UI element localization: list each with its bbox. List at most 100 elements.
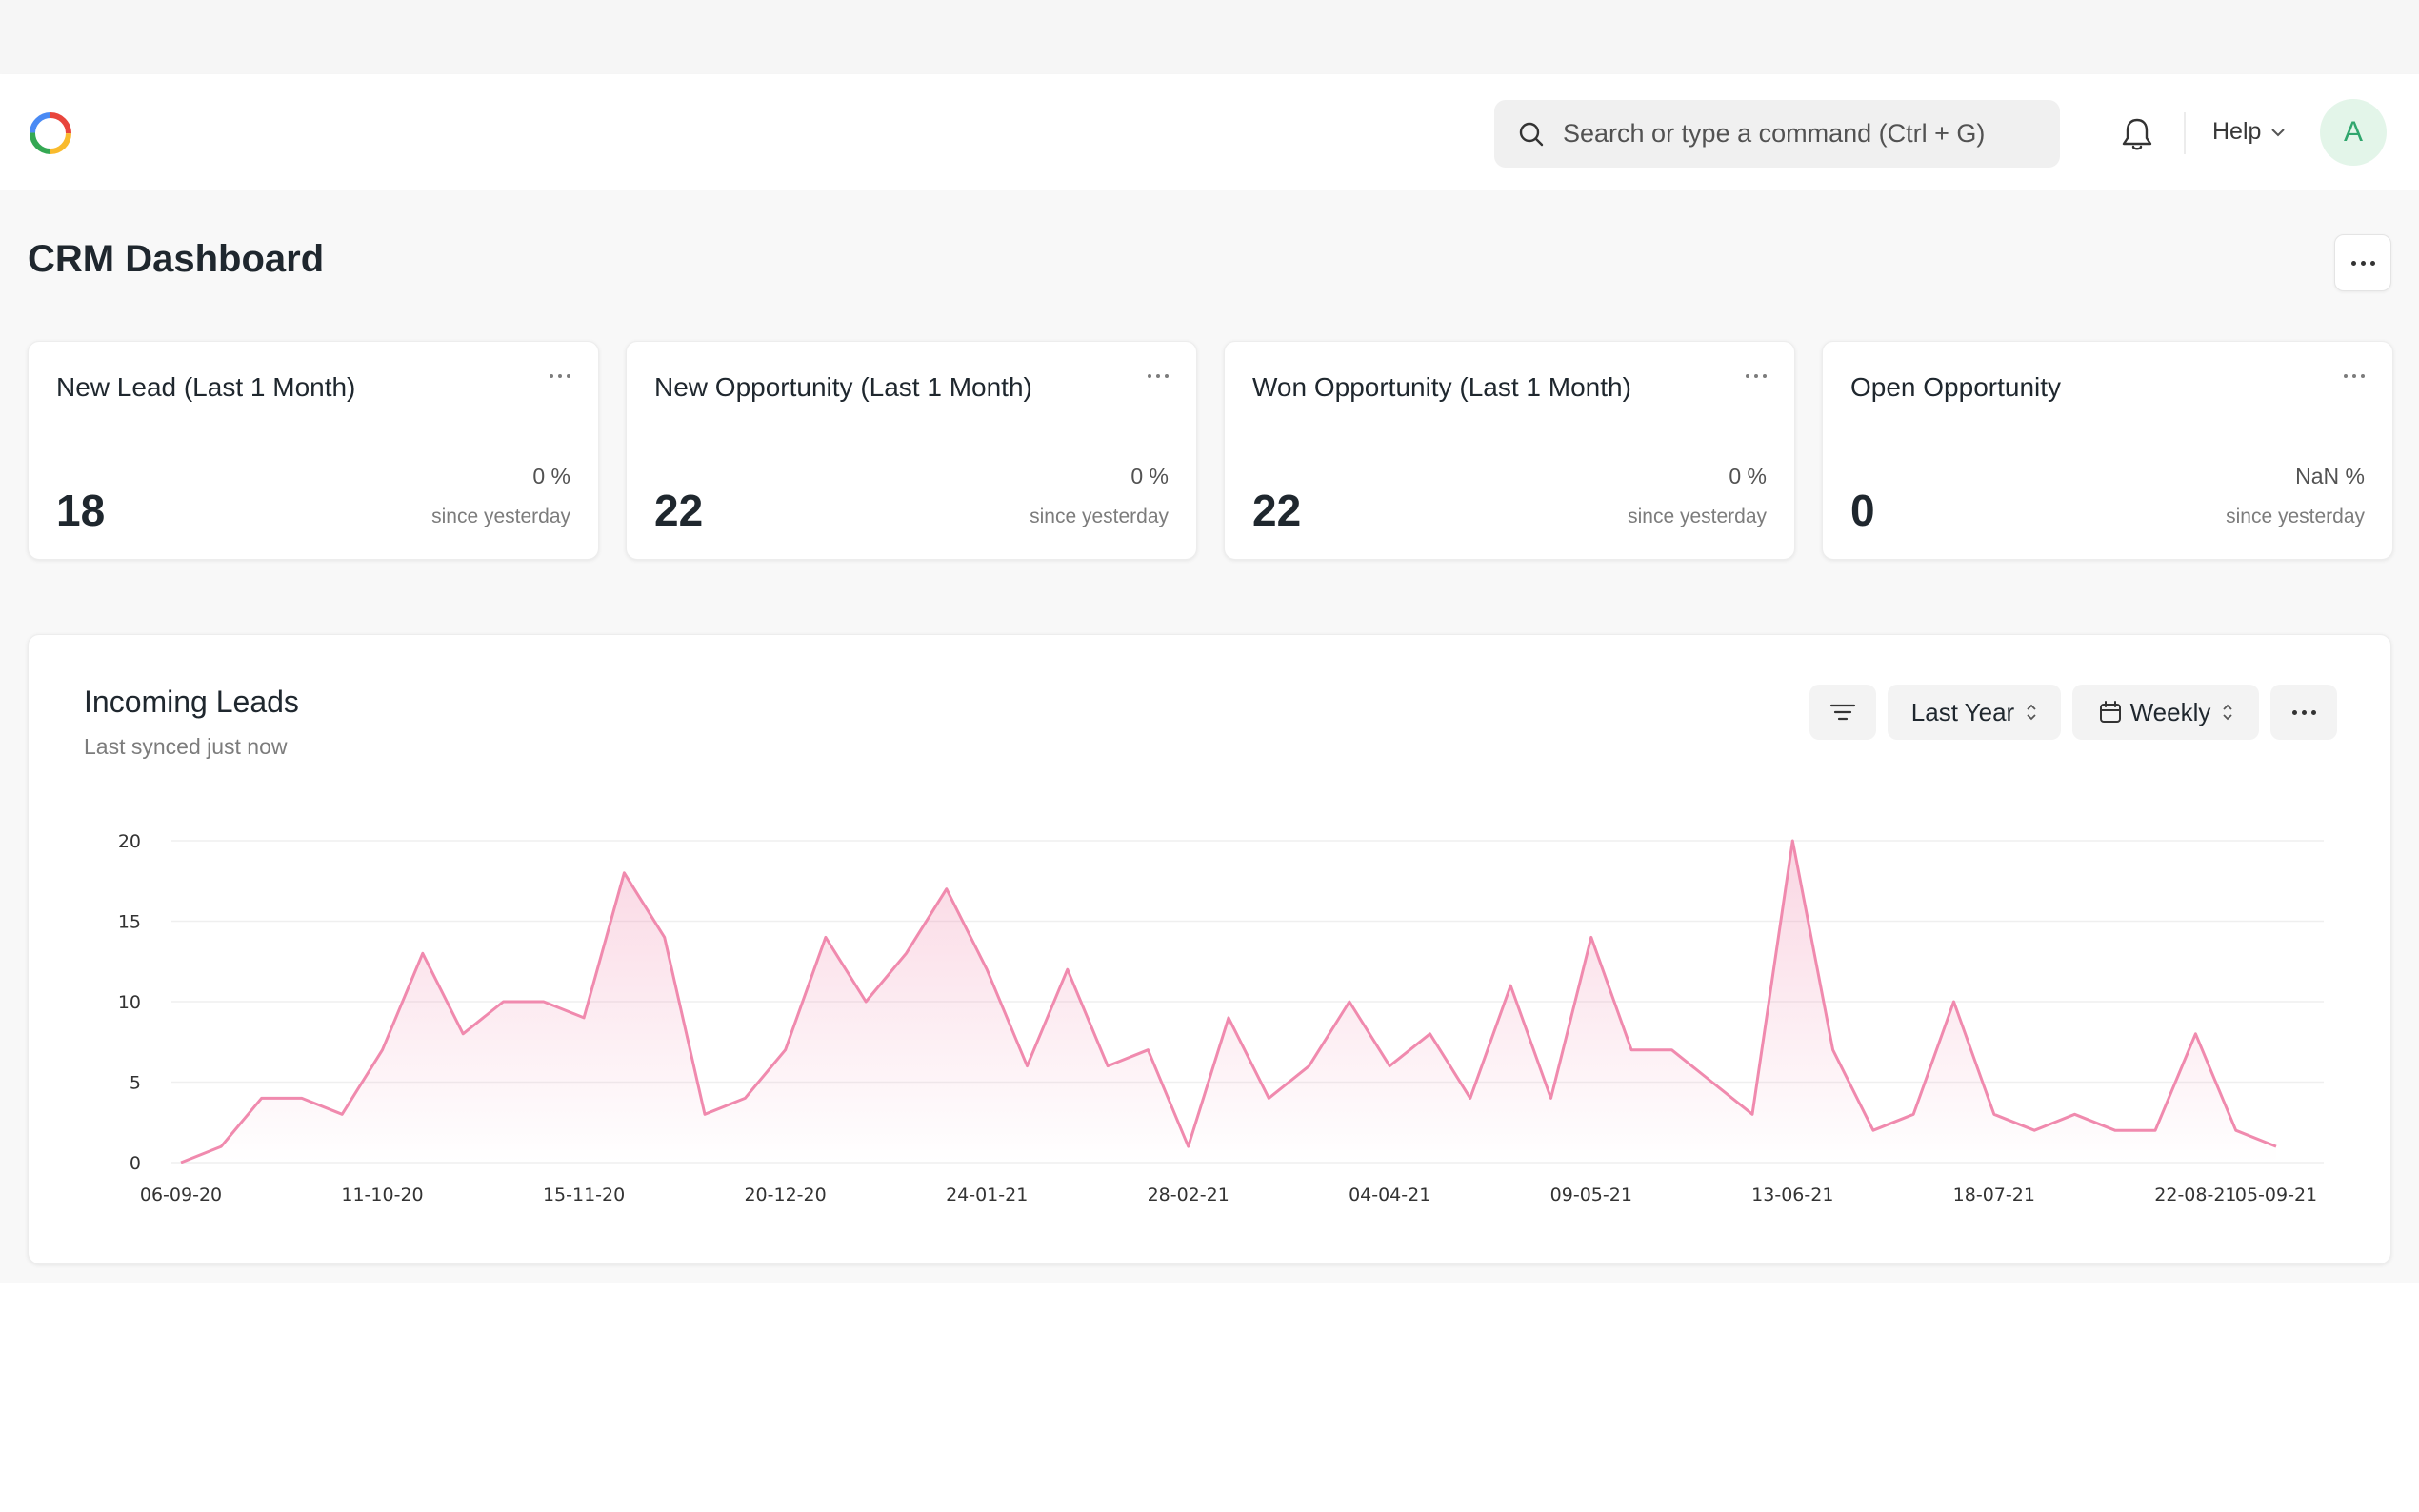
data-point[interactable] <box>578 1012 590 1024</box>
x-tick-label: 13-06-21 <box>1751 1184 1833 1205</box>
data-point[interactable] <box>336 1108 348 1120</box>
data-point[interactable] <box>215 1141 227 1152</box>
nav-divider <box>2184 112 2186 154</box>
card-since: since yesterday <box>431 506 570 527</box>
data-point[interactable] <box>1062 964 1073 975</box>
card-menu-button[interactable] <box>1746 374 1767 378</box>
filter-icon <box>1829 704 1856 721</box>
series-line <box>180 839 2277 1164</box>
chart-title: Incoming Leads <box>84 685 299 719</box>
data-point[interactable] <box>498 996 510 1007</box>
data-point[interactable] <box>1223 1012 1234 1024</box>
select-arrows-icon <box>2223 704 2233 721</box>
data-point[interactable] <box>820 931 831 943</box>
data-point[interactable] <box>1908 1108 1919 1120</box>
data-point[interactable] <box>1263 1092 1274 1104</box>
data-point[interactable] <box>901 947 912 959</box>
number-card-won-opportunity[interactable]: Won Opportunity (Last 1 Month) 22 0 % si… <box>1224 341 1795 560</box>
number-card-new-opportunity[interactable]: New Opportunity (Last 1 Month) 22 0 % si… <box>626 341 1197 560</box>
data-point[interactable] <box>1828 1044 1839 1056</box>
data-point[interactable] <box>457 1028 469 1040</box>
data-point[interactable] <box>1868 1124 1879 1136</box>
x-tick-label: 18-07-21 <box>1953 1184 2035 1205</box>
data-point[interactable] <box>1022 1061 1033 1072</box>
data-point[interactable] <box>981 964 992 975</box>
data-point[interactable] <box>417 947 429 959</box>
more-icon <box>1148 374 1169 378</box>
filter-button[interactable] <box>1809 685 1876 740</box>
data-point[interactable] <box>699 1108 710 1120</box>
help-dropdown[interactable]: Help <box>2212 118 2286 146</box>
data-point[interactable] <box>1787 835 1798 846</box>
data-point[interactable] <box>377 1044 389 1056</box>
data-point[interactable] <box>780 1044 791 1056</box>
time-interval-label: Weekly <box>2129 697 2211 726</box>
avatar-initial: A <box>2343 116 2363 148</box>
data-point[interactable] <box>1949 996 1960 1007</box>
data-point[interactable] <box>860 996 871 1007</box>
card-value: 22 <box>654 486 704 535</box>
data-point[interactable] <box>1546 1092 1557 1104</box>
data-point[interactable] <box>1505 980 1516 991</box>
more-icon <box>2344 374 2365 378</box>
data-point[interactable] <box>1344 996 1355 1007</box>
data-point[interactable] <box>2029 1124 2040 1136</box>
app-logo-icon[interactable] <box>28 110 73 156</box>
x-tick-label: 24-01-21 <box>946 1184 1028 1205</box>
time-interval-select[interactable]: Weekly <box>2072 685 2259 740</box>
data-point[interactable] <box>1626 1044 1637 1056</box>
data-point[interactable] <box>1707 1077 1718 1088</box>
data-point[interactable] <box>1384 1061 1395 1072</box>
page-body: CRM Dashboard New Lead (Last 1 Month) 18… <box>0 190 2419 1283</box>
series-area <box>181 841 2276 1163</box>
number-card-open-opportunity[interactable]: Open Opportunity 0 NaN % since yesterday <box>1822 341 2393 560</box>
page-menu-button[interactable] <box>2334 234 2391 291</box>
bell-icon[interactable] <box>2120 116 2154 152</box>
card-since: since yesterday <box>1030 506 1169 527</box>
x-tick-label: 04-04-21 <box>1349 1184 1430 1205</box>
data-point[interactable] <box>1747 1108 1758 1120</box>
card-menu-button[interactable] <box>550 374 570 378</box>
chart-menu-button[interactable] <box>2270 685 2337 740</box>
data-point[interactable] <box>659 931 670 943</box>
data-point[interactable] <box>618 867 630 879</box>
data-point[interactable] <box>1586 931 1597 943</box>
data-point[interactable] <box>2109 1124 2121 1136</box>
select-arrows-icon <box>2027 704 2036 721</box>
data-point[interactable] <box>2189 1028 2201 1040</box>
avatar[interactable]: A <box>2320 99 2387 166</box>
time-range-label: Last Year <box>1910 697 2015 726</box>
data-point[interactable] <box>175 1157 187 1168</box>
x-tick-label: 22-08-21 <box>2154 1184 2236 1205</box>
number-card-new-lead[interactable]: New Lead (Last 1 Month) 18 0 % since yes… <box>28 341 599 560</box>
data-point[interactable] <box>1666 1044 1677 1056</box>
data-point[interactable] <box>739 1092 750 1104</box>
data-point[interactable] <box>1183 1141 1194 1152</box>
data-point[interactable] <box>296 1092 308 1104</box>
data-point[interactable] <box>1304 1061 1315 1072</box>
x-tick-label: 09-05-21 <box>1550 1184 1632 1205</box>
data-point[interactable] <box>2069 1108 2081 1120</box>
data-point[interactable] <box>256 1092 268 1104</box>
more-icon <box>1746 374 1767 378</box>
data-point[interactable] <box>2270 1141 2282 1152</box>
card-value: 0 <box>1850 486 1875 535</box>
navbar: Search or type a command (Ctrl + G) Help… <box>0 74 2419 191</box>
data-point[interactable] <box>538 996 550 1007</box>
bottom-band <box>0 1283 2419 1512</box>
data-point[interactable] <box>1465 1092 1476 1104</box>
data-point[interactable] <box>941 884 952 895</box>
data-point[interactable] <box>2149 1124 2161 1136</box>
data-point[interactable] <box>1989 1108 2000 1120</box>
card-since: since yesterday <box>2226 506 2365 527</box>
card-menu-button[interactable] <box>1148 374 1169 378</box>
data-point[interactable] <box>2230 1124 2242 1136</box>
data-point[interactable] <box>1102 1061 1113 1072</box>
data-point[interactable] <box>1142 1044 1153 1056</box>
chevron-down-icon <box>2271 128 2286 136</box>
y-tick-label: 5 <box>130 1073 141 1094</box>
time-range-select[interactable]: Last Year <box>1888 685 2061 740</box>
search-input[interactable]: Search or type a command (Ctrl + G) <box>1494 100 2060 168</box>
card-menu-button[interactable] <box>2344 374 2365 378</box>
data-point[interactable] <box>1425 1028 1436 1040</box>
